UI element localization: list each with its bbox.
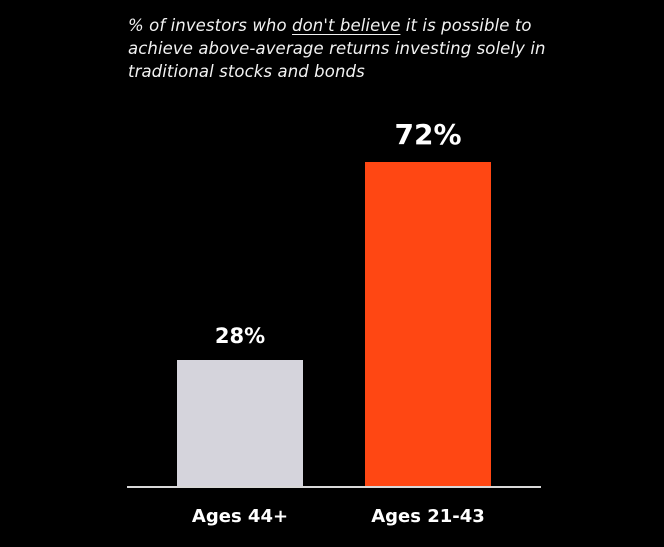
bar-value-label: 28%: [214, 324, 266, 348]
x-axis-line: [127, 486, 541, 488]
bar-1: [177, 360, 303, 486]
category-label: Ages 44+: [191, 506, 289, 527]
title-suffix: it is possible to achieve above-average …: [128, 16, 546, 81]
chart-title: % of investors who don't believe it is p…: [128, 14, 548, 83]
bar-2: [365, 162, 491, 486]
title-emphasis: don't believe: [292, 16, 401, 35]
title-prefix: % of investors who: [128, 16, 293, 35]
bar-value-label: 72%: [394, 118, 462, 151]
category-label: Ages 21-43: [371, 506, 485, 527]
